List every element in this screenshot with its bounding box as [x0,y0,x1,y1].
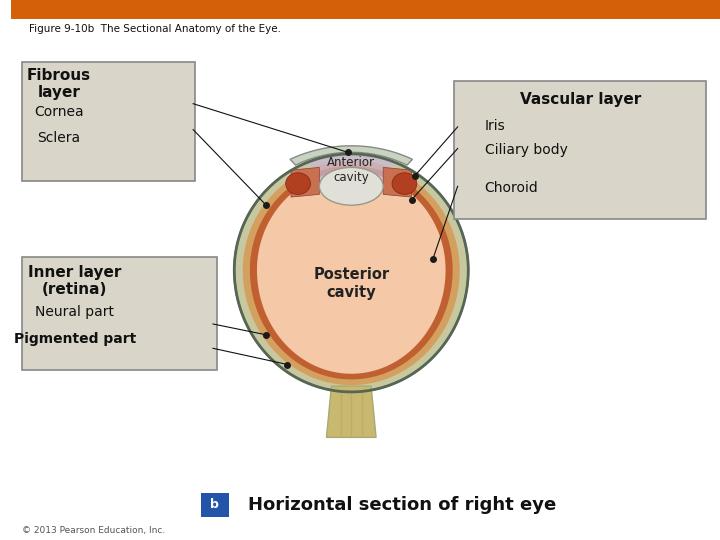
Text: Ciliary body: Ciliary body [485,143,567,157]
Polygon shape [383,167,412,197]
Text: Iris: Iris [485,119,505,133]
Text: Sclera: Sclera [37,131,81,145]
Text: Inner layer
(retina): Inner layer (retina) [28,265,122,297]
Ellipse shape [320,167,383,205]
FancyBboxPatch shape [22,256,217,370]
Ellipse shape [286,173,310,194]
Polygon shape [291,167,320,197]
FancyBboxPatch shape [22,62,195,181]
Polygon shape [290,146,413,165]
Text: Fibrous
layer: Fibrous layer [27,68,91,100]
Polygon shape [257,171,446,374]
Polygon shape [250,166,453,380]
Text: © 2013 Pearson Education, Inc.: © 2013 Pearson Education, Inc. [22,526,165,535]
Text: Pigmented part: Pigmented part [14,332,136,346]
Text: Choroid: Choroid [485,181,539,195]
Text: Figure 9-10b  The Sectional Anatomy of the Eye.: Figure 9-10b The Sectional Anatomy of th… [29,24,281,35]
Text: Posterior
cavity: Posterior cavity [313,267,390,300]
Ellipse shape [392,173,417,194]
Text: Cornea: Cornea [35,105,84,119]
Text: Vascular layer: Vascular layer [520,92,641,107]
Text: Horizontal section of right eye: Horizontal section of right eye [248,496,557,514]
Polygon shape [326,386,376,437]
Polygon shape [307,154,396,197]
Text: Anterior
cavity: Anterior cavity [328,156,375,184]
FancyBboxPatch shape [201,493,228,517]
FancyBboxPatch shape [11,0,720,19]
Text: b: b [210,498,219,511]
Polygon shape [234,154,468,392]
Text: Neural part: Neural part [35,305,114,319]
FancyBboxPatch shape [454,81,706,219]
Polygon shape [243,160,460,385]
